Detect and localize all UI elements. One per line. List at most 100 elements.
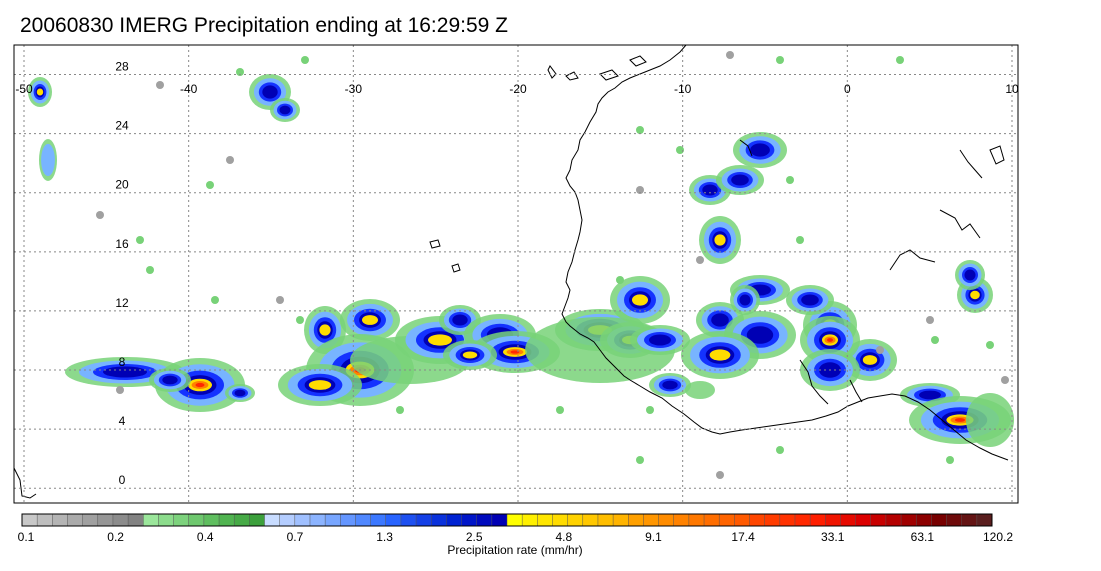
coastline-lakes <box>989 145 1005 165</box>
colorbar-swatch <box>794 514 811 526</box>
rain-cell-22 <box>610 276 670 324</box>
colorbar-swatch <box>673 514 690 526</box>
lat-tick-label: 8 <box>119 355 126 369</box>
colorbar-swatch <box>764 514 781 526</box>
colorbar-tick-label: 4.8 <box>555 530 572 544</box>
colorbar-swatch <box>734 514 750 526</box>
colorbar-swatch <box>219 514 235 526</box>
coastline-islands-3 <box>629 55 647 67</box>
rain-cell-21 <box>630 325 690 355</box>
colorbar-swatch <box>885 514 902 526</box>
colorbar-swatch <box>325 514 341 526</box>
rain-speck <box>136 236 144 244</box>
colorbar-swatch <box>128 514 144 526</box>
colorbar-swatch <box>67 514 84 526</box>
rain-speck <box>146 266 154 274</box>
colorbar-swatch <box>173 514 190 526</box>
rain-speck <box>226 156 234 164</box>
colorbar-swatch <box>522 514 538 526</box>
colorbar-swatch <box>507 514 523 526</box>
lon-tick-label: 10 <box>1005 82 1019 96</box>
colorbar-title: Precipitation rate (mm/hr) <box>447 543 583 557</box>
colorbar-swatch <box>203 514 220 526</box>
coastline-cape-verde <box>429 239 441 249</box>
rain-speck <box>776 56 784 64</box>
coastline-cape-verde-2 <box>451 263 461 273</box>
rain-speck <box>896 56 904 64</box>
colorbar-swatch <box>825 514 841 526</box>
rain-speck <box>931 336 939 344</box>
rain-cell-8 <box>304 306 346 354</box>
lon-tick-label: -20 <box>509 82 527 96</box>
colorbar-swatch <box>385 514 402 526</box>
colorbar-tick-label: 0.2 <box>107 530 124 544</box>
precipitation-field <box>28 51 1014 479</box>
colorbar-swatch <box>643 514 660 526</box>
coastline-rivers-4 <box>849 379 863 403</box>
rain-cell-42 <box>786 285 834 315</box>
colorbar-swatch <box>582 514 599 526</box>
rain-speck <box>156 81 164 89</box>
rain-cell-3 <box>270 98 300 122</box>
colorbar-tick-label: 33.1 <box>821 530 845 544</box>
colorbar-swatch <box>916 514 932 526</box>
coastline <box>13 44 1009 499</box>
rain-cell-28 <box>724 311 796 359</box>
rain-speck <box>946 456 954 464</box>
colorbar-swatch <box>97 514 114 526</box>
coastline-islands-2 <box>599 69 619 81</box>
coastline-west-africa <box>561 44 1009 461</box>
rain-speck <box>1001 376 1009 384</box>
colorbar-tick-label: 120.2 <box>983 530 1013 544</box>
colorbar-swatch <box>749 514 766 526</box>
colorbar-swatch <box>688 514 705 526</box>
rain-speck <box>786 176 794 184</box>
coastline-rivers-3 <box>799 359 829 405</box>
colorbar-swatch <box>613 514 629 526</box>
rain-speck <box>636 126 644 134</box>
rain-cell-26 <box>716 165 764 195</box>
colorbar-swatch <box>976 514 993 526</box>
rain-speck <box>636 186 644 194</box>
lat-tick-label: 16 <box>115 237 129 251</box>
colorbar-swatch <box>294 514 311 526</box>
coastline-rivers-2 <box>939 209 981 239</box>
colorbar-swatch <box>901 514 917 526</box>
colorbar-swatch <box>491 514 508 526</box>
colorbar-swatch <box>597 514 614 526</box>
rain-speck <box>276 296 284 304</box>
coastline-rivers-6 <box>739 139 753 157</box>
colorbar-tick-label: 1.3 <box>376 530 393 544</box>
rain-cell-1 <box>39 139 57 181</box>
rain-cell-0 <box>28 77 52 107</box>
colorbar-swatch <box>264 514 281 526</box>
rain-speck <box>646 406 654 414</box>
colorbar-swatch <box>249 514 265 526</box>
colorbar-swatch <box>416 514 432 526</box>
rain-cell-11 <box>278 364 362 406</box>
rain-speck <box>236 68 244 76</box>
lat-tick-label: 24 <box>115 119 129 133</box>
rain-speck <box>986 341 994 349</box>
colorbar-swatch <box>279 514 296 526</box>
colorbar-tick-label: 9.1 <box>645 530 662 544</box>
coastline-sw <box>13 467 37 499</box>
colorbar-swatch <box>840 514 857 526</box>
rain-speck <box>116 386 124 394</box>
rain-speck <box>96 211 104 219</box>
colorbar-swatch <box>370 514 387 526</box>
rain-cell-7 <box>225 384 255 402</box>
rain-cell-6 <box>149 368 191 392</box>
colorbar-swatch <box>810 514 826 526</box>
colorbar-swatch <box>537 514 553 526</box>
colorbar-swatch <box>658 514 675 526</box>
rain-speck <box>876 346 884 354</box>
graticule <box>14 45 1018 503</box>
colorbar-swatch <box>431 514 447 526</box>
colorbar-swatch <box>567 514 584 526</box>
rain-cell-40 <box>955 260 985 290</box>
colorbar-frame <box>21 513 993 527</box>
colorbar <box>21 513 993 527</box>
coastline-rivers-5 <box>959 149 983 179</box>
rain-speck <box>206 181 214 189</box>
